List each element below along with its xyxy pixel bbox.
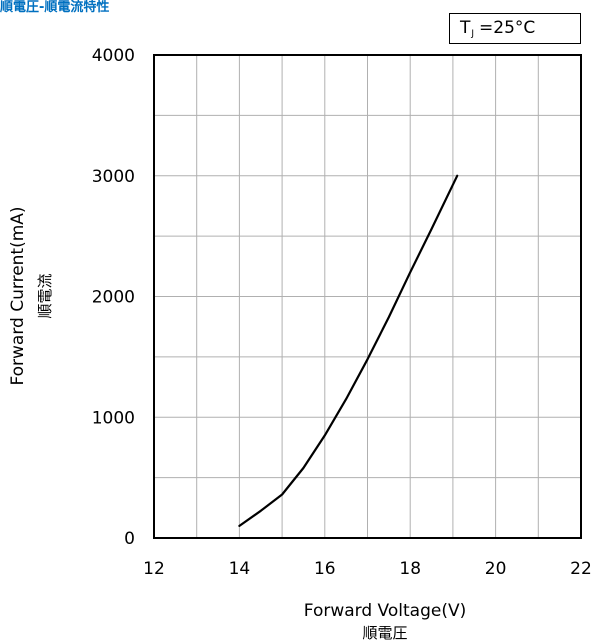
y-tick-label: 1000 [92,408,135,428]
x-tick-label: 18 [399,559,421,579]
x-tick-label: 20 [485,559,507,579]
x-axis-label: Forward Voltage(V) [304,601,466,621]
temperature-subscript: J [471,29,475,39]
grid-lines [154,55,581,538]
x-tick-label: 14 [229,559,251,579]
y-tick-label: 0 [124,529,135,549]
temperature-symbol: T [460,18,471,38]
temperature-value: =25°C [479,18,536,38]
x-tick-labels: 12 14 16 18 20 22 [143,559,592,579]
y-tick-label: 3000 [92,167,135,187]
x-axis-sublabel: 順電圧 [362,624,407,642]
series-line [238,174,459,527]
y-axis-label: Forward Current(mA) [8,206,28,385]
chart-title: 順電圧-順電流特性 [0,0,110,15]
temperature-annotation: TJ =25°C [449,13,581,44]
plot-frame [153,54,582,539]
y-axis-sublabel: 順電流 [36,273,54,318]
y-tick-label: 2000 [92,288,135,308]
x-tick-label: 16 [314,559,336,579]
y-tick-labels: 0 1000 2000 3000 4000 [92,46,135,549]
y-tick-label: 4000 [92,46,135,66]
x-tick-label: 22 [570,559,592,579]
x-tick-label: 12 [143,559,165,579]
